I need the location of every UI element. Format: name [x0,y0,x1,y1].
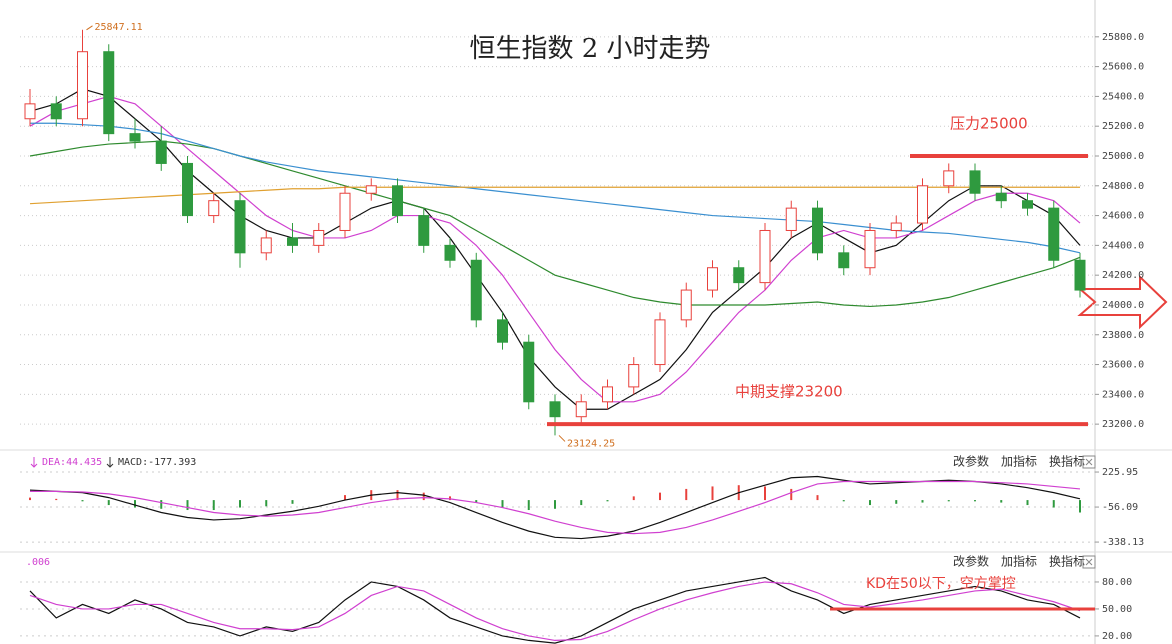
level-label: 中期支撑23200 [735,383,843,401]
candle-body [339,192,351,231]
button[interactable]: 换指标 [1049,454,1085,469]
extreme-marker [86,25,93,31]
candle-body [77,51,88,120]
extreme-label: 25847.11 [95,22,143,33]
y-tick-label: 24200.0 [1102,270,1144,281]
y-tick-label: 23400.0 [1102,389,1144,400]
y-tick-label: 225.95 [1102,467,1138,478]
arrow-icon [106,457,114,468]
candle-body [260,237,272,254]
candle-body [943,170,955,187]
candle-body [24,103,36,120]
close-icon [1085,458,1093,466]
candle-body [575,401,587,418]
candle-body [129,133,141,142]
candle-body [444,244,456,261]
level-label: 压力25000 [950,114,1028,132]
y-tick-label: 25000.0 [1102,151,1144,162]
candle-body [680,289,692,321]
candle-body [864,229,876,269]
candle-body [917,185,928,224]
button[interactable]: 改参数 [953,554,989,569]
line [29,140,1081,308]
indicator-label: DEA:44.435 [42,457,102,468]
line [29,186,1080,205]
candle-body [208,200,220,217]
line [30,480,1081,535]
candle-body [234,200,246,254]
extreme-label: 23124.25 [567,438,615,449]
candle-body [50,103,62,120]
line [29,95,1081,403]
candle-body [838,252,850,269]
button[interactable]: 加指标 [1001,454,1037,469]
button[interactable]: 换指标 [1049,554,1085,569]
candle-body [733,267,745,284]
candle-body [287,237,298,246]
candle-body [392,185,403,217]
y-tick-label: -56.09 [1102,502,1138,513]
line [29,475,1081,540]
candle-body [313,229,325,246]
candle-body [549,401,561,418]
candle-body [995,192,1007,202]
line [29,88,1081,410]
candle-body [759,229,771,284]
line [30,122,1081,254]
y-tick-label: -338.13 [1102,537,1144,548]
candle-body [418,215,430,246]
candle-body [969,170,981,194]
button[interactable]: 改参数 [953,454,989,469]
line [29,581,1081,642]
y-tick-label: 23200.0 [1102,419,1144,430]
candle-body [785,207,797,231]
candle-body [890,222,902,231]
extreme-marker [558,435,566,442]
y-tick-label: 50.00 [1102,604,1132,615]
y-tick-label: 24600.0 [1102,211,1144,222]
candle-body [470,259,482,321]
y-tick-label: 24400.0 [1102,240,1144,251]
y-tick-label: 25800.0 [1102,32,1144,43]
close-icon [1085,558,1093,566]
candle-body [602,386,613,403]
chart-title: 恒生指数 2 小时走势 [469,34,710,64]
candle-body [1074,259,1086,291]
close-button[interactable] [1082,455,1096,469]
candle-body [523,341,535,403]
candle-body [1022,200,1033,209]
arrow-icon [30,457,38,468]
arrow-icon [1077,274,1168,330]
candle-body [654,319,666,366]
candle-body [1048,207,1060,261]
candle-body [103,51,115,135]
y-tick-label: 20.00 [1102,631,1132,642]
y-tick-label: 80.00 [1102,577,1132,588]
y-tick-label: 25200.0 [1102,121,1144,132]
candle-body [155,140,167,164]
y-tick-label: 24800.0 [1102,181,1144,192]
y-tick-label: 24000.0 [1102,300,1144,311]
y-tick-label: 23800.0 [1102,330,1144,341]
candle-body [707,267,718,291]
y-tick-label: 23600.0 [1102,360,1144,371]
candle-body [628,364,640,388]
close-button[interactable] [1082,555,1096,569]
candle-body [182,162,193,217]
button[interactable]: 加指标 [1001,554,1037,569]
y-tick-label: 25600.0 [1102,62,1144,73]
candle-body [812,207,823,254]
candle-body [497,319,508,343]
line [29,576,1081,644]
y-tick-label: 25400.0 [1102,91,1144,102]
indicator-label: MACD:-177.393 [118,457,196,468]
candle-body [365,185,377,194]
indicator-label: .006 [26,557,50,568]
annotation: KD在50以下，空方掌控 [866,576,1016,592]
